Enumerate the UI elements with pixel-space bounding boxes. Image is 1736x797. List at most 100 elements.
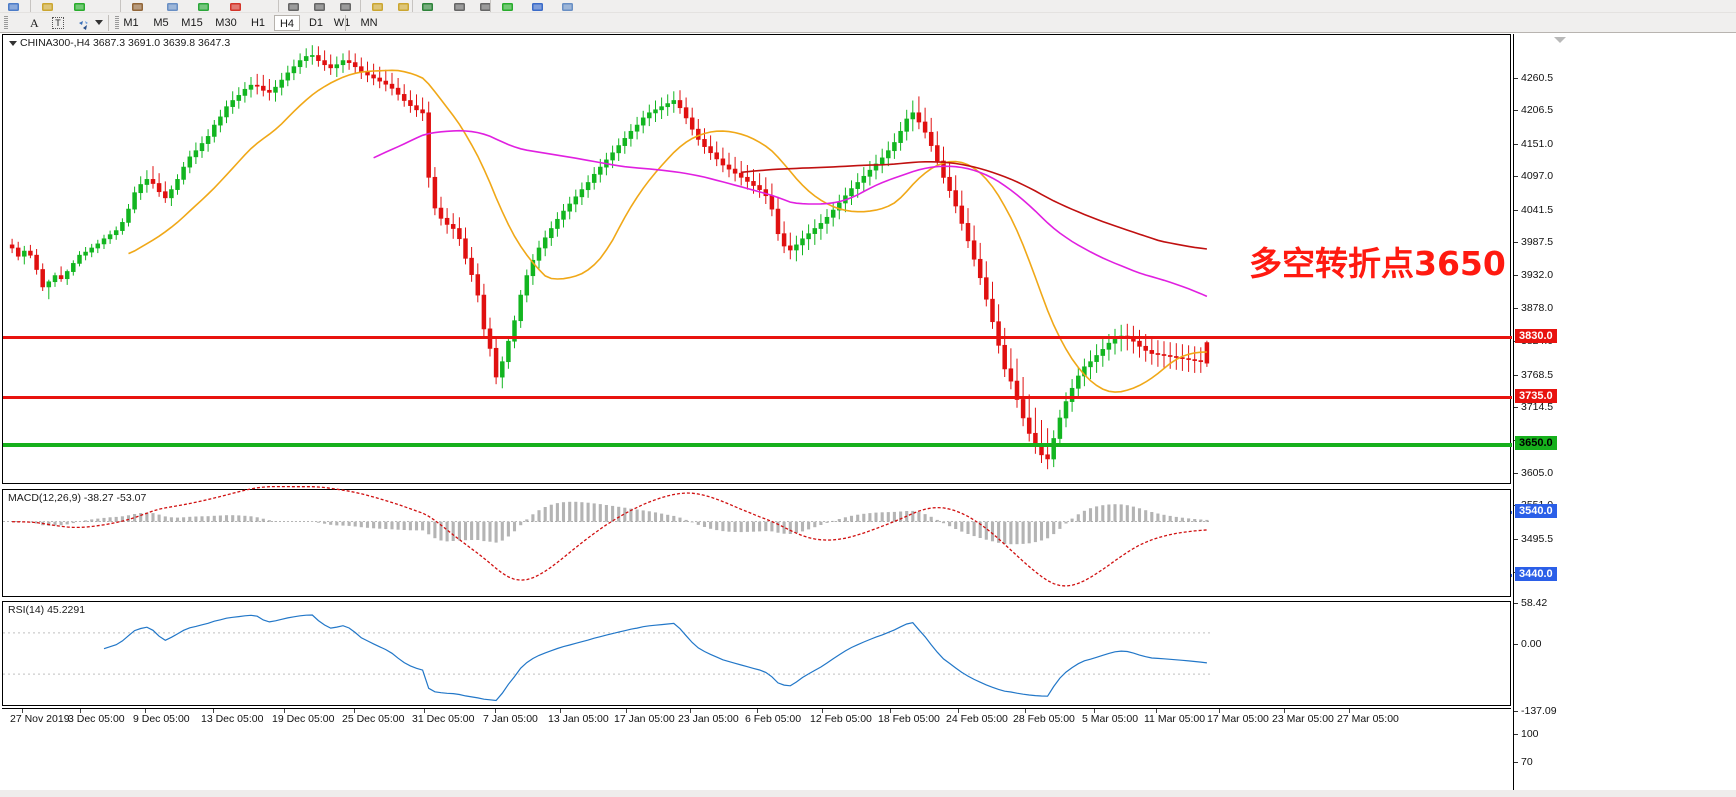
- support-3540-badge[interactable]: 3540.0: [1515, 504, 1557, 518]
- time-axis-label: 13 Dec 05:00: [201, 713, 264, 725]
- time-axis-tick: [822, 709, 823, 713]
- autoscroll-icon[interactable]: [420, 0, 435, 12]
- time-axis[interactable]: 27 Nov 2019 3 Dec 05:00 9 Dec 05:00 13 Dec …: [2, 708, 1511, 732]
- collapse-arrow-icon[interactable]: [1554, 37, 1566, 43]
- time-axis-label: 23 Jan 05:00: [678, 713, 739, 725]
- time-axis-tick: [890, 709, 891, 713]
- toolbar-separator-4: [412, 0, 413, 12]
- support-3440-badge[interactable]: 3440.0: [1515, 567, 1557, 581]
- resistance-3735-line[interactable]: [3, 396, 1512, 399]
- chart-menu-caret-icon[interactable]: [9, 41, 17, 46]
- chevron-down-icon[interactable]: [95, 20, 103, 25]
- stop-icon[interactable]: [228, 0, 243, 12]
- timeframe-button-h4[interactable]: H4: [274, 15, 300, 31]
- price-axis-tick: 4151.0: [1514, 138, 1553, 150]
- time-axis-label: 5 Mar 05:00: [1082, 713, 1139, 725]
- time-axis-label: 17 Mar 05:00: [1207, 713, 1269, 725]
- toolbar-separator-2: [345, 15, 346, 31]
- time-axis-tick: [1219, 709, 1220, 713]
- symbol-ohlc-label: CHINA300-,H4 3687.3 3691.0 3639.8 3647.3: [20, 37, 231, 49]
- time-axis-label: 19 Dec 05:00: [272, 713, 335, 725]
- time-axis-label: 31 Dec 05:00: [412, 713, 475, 725]
- expert-advisor-icon[interactable]: [130, 0, 145, 12]
- price-axis-tick: 4206.5: [1514, 104, 1553, 116]
- timeframe-button-d1[interactable]: D1: [308, 17, 324, 29]
- resistance-3735-badge[interactable]: 3735.0: [1515, 389, 1557, 403]
- template-icon[interactable]: [478, 0, 493, 12]
- time-axis-tick: [1094, 709, 1095, 713]
- toolbar-separator-5: [490, 0, 491, 12]
- timeframe-button-m30[interactable]: M30: [215, 17, 237, 29]
- price-axis-tick: 3878.0: [1514, 302, 1553, 314]
- price-axis-tick: 3495.5: [1514, 533, 1553, 545]
- price-axis-tick: 3605.0: [1514, 467, 1553, 479]
- macd-plot-layer: [3, 485, 1210, 587]
- toolbar-drag-handle[interactable]: [4, 16, 8, 30]
- timeframe-button-m15[interactable]: M15: [181, 17, 203, 29]
- new-chart-icon[interactable]: [6, 0, 21, 12]
- time-axis-tick: [80, 709, 81, 713]
- time-axis-tick: [1349, 709, 1350, 713]
- time-axis-label: 11 Mar 05:00: [1144, 713, 1206, 725]
- chart-annotation-text[interactable]: 多空转折点3650: [1249, 244, 1506, 283]
- rsi-label: RSI(14) 45.2291: [8, 604, 86, 616]
- time-axis-tick: [213, 709, 214, 713]
- price-axis-tick: 3987.5: [1514, 236, 1553, 248]
- window-icon[interactable]: [560, 0, 575, 12]
- chart-window[interactable]: CHINA300-,H4 3687.3 3691.0 3639.8 3647.3…: [0, 34, 1736, 797]
- time-axis-label: 7 Jan 05:00: [483, 713, 538, 725]
- time-axis-label: 25 Dec 05:00: [342, 713, 405, 725]
- time-axis-tick: [958, 709, 959, 713]
- time-axis-label: 9 Dec 05:00: [133, 713, 190, 725]
- price-axis-tick: 3714.5: [1514, 401, 1553, 413]
- price-axis-tick: 3932.0: [1514, 269, 1553, 281]
- rsi-pane[interactable]: RSI(14) 45.2291: [2, 601, 1511, 706]
- search-icon[interactable]: [40, 0, 55, 12]
- shift-icon[interactable]: [452, 0, 467, 12]
- add-indicator-icon[interactable]: [72, 0, 87, 12]
- time-axis-label: 3 Dec 05:00: [68, 713, 125, 725]
- price-axis-tick: 70: [1514, 756, 1533, 768]
- timeframe-button-h1[interactable]: H1: [250, 17, 266, 29]
- start-icon[interactable]: [196, 0, 211, 12]
- price-axis-tick: -137.09: [1514, 705, 1557, 717]
- pivot-3650-line[interactable]: [3, 443, 1512, 447]
- price-axis-tick: 4260.5: [1514, 72, 1553, 84]
- macd-pane[interactable]: MACD(12,26,9) -38.27 -53.07: [2, 485, 1511, 597]
- timeframe-button-mn[interactable]: MN: [360, 17, 378, 29]
- bar-chart-icon[interactable]: [286, 0, 301, 12]
- price-axis-tick: 100: [1514, 728, 1539, 740]
- timeframe-button-m5[interactable]: M5: [153, 17, 169, 29]
- pivot-3650-badge[interactable]: 3650.0: [1515, 436, 1557, 450]
- time-axis-tick: [690, 709, 691, 713]
- timeframe-drag-handle[interactable]: [115, 16, 119, 30]
- timeframe-toolbar: A T M1 M5 M15 M30 H1 H4 D1 W1 MN: [0, 13, 1736, 33]
- timeframe-button-m1[interactable]: M1: [123, 17, 139, 29]
- price-axis[interactable]: 4260.5 4206.5 4151.0 4097.0 4041.5 3987.5 3932…: [1513, 34, 1736, 797]
- candle-chart-icon[interactable]: [312, 0, 327, 12]
- time-axis-label: 6 Feb 05:00: [745, 713, 802, 725]
- time-axis-tick: [1284, 709, 1285, 713]
- line-chart-icon[interactable]: [338, 0, 353, 12]
- crosshair-icon[interactable]: A: [30, 16, 39, 30]
- terminal-icon[interactable]: [165, 0, 180, 12]
- resistance-3830-badge[interactable]: 3830.0: [1515, 329, 1557, 343]
- time-axis-label: 28 Feb 05:00: [1013, 713, 1075, 725]
- price-axis-tick: 4097.0: [1514, 170, 1553, 182]
- zoom-out-icon[interactable]: [396, 0, 411, 12]
- time-axis-label: 27 Nov 2019: [10, 713, 70, 725]
- toolbar-separator-0: [30, 0, 31, 12]
- main-toolbar: [0, 0, 1736, 13]
- zoom-in-icon[interactable]: [370, 0, 385, 12]
- add-icon[interactable]: [500, 0, 515, 12]
- timeframe-button-w1[interactable]: W1: [333, 17, 351, 29]
- time-axis-label: 18 Feb 05:00: [878, 713, 940, 725]
- text-tool-icon[interactable]: T: [52, 17, 64, 29]
- toolbar-separator-2: [278, 0, 279, 12]
- shapes-icon[interactable]: [78, 18, 90, 30]
- resistance-3830-line[interactable]: [3, 336, 1512, 339]
- macd-label: MACD(12,26,9) -38.27 -53.07: [8, 492, 147, 504]
- time-axis-tick: [560, 709, 561, 713]
- price-pane[interactable]: CHINA300-,H4 3687.3 3691.0 3639.8 3647.3: [2, 34, 1512, 577]
- globe-icon[interactable]: [530, 0, 545, 12]
